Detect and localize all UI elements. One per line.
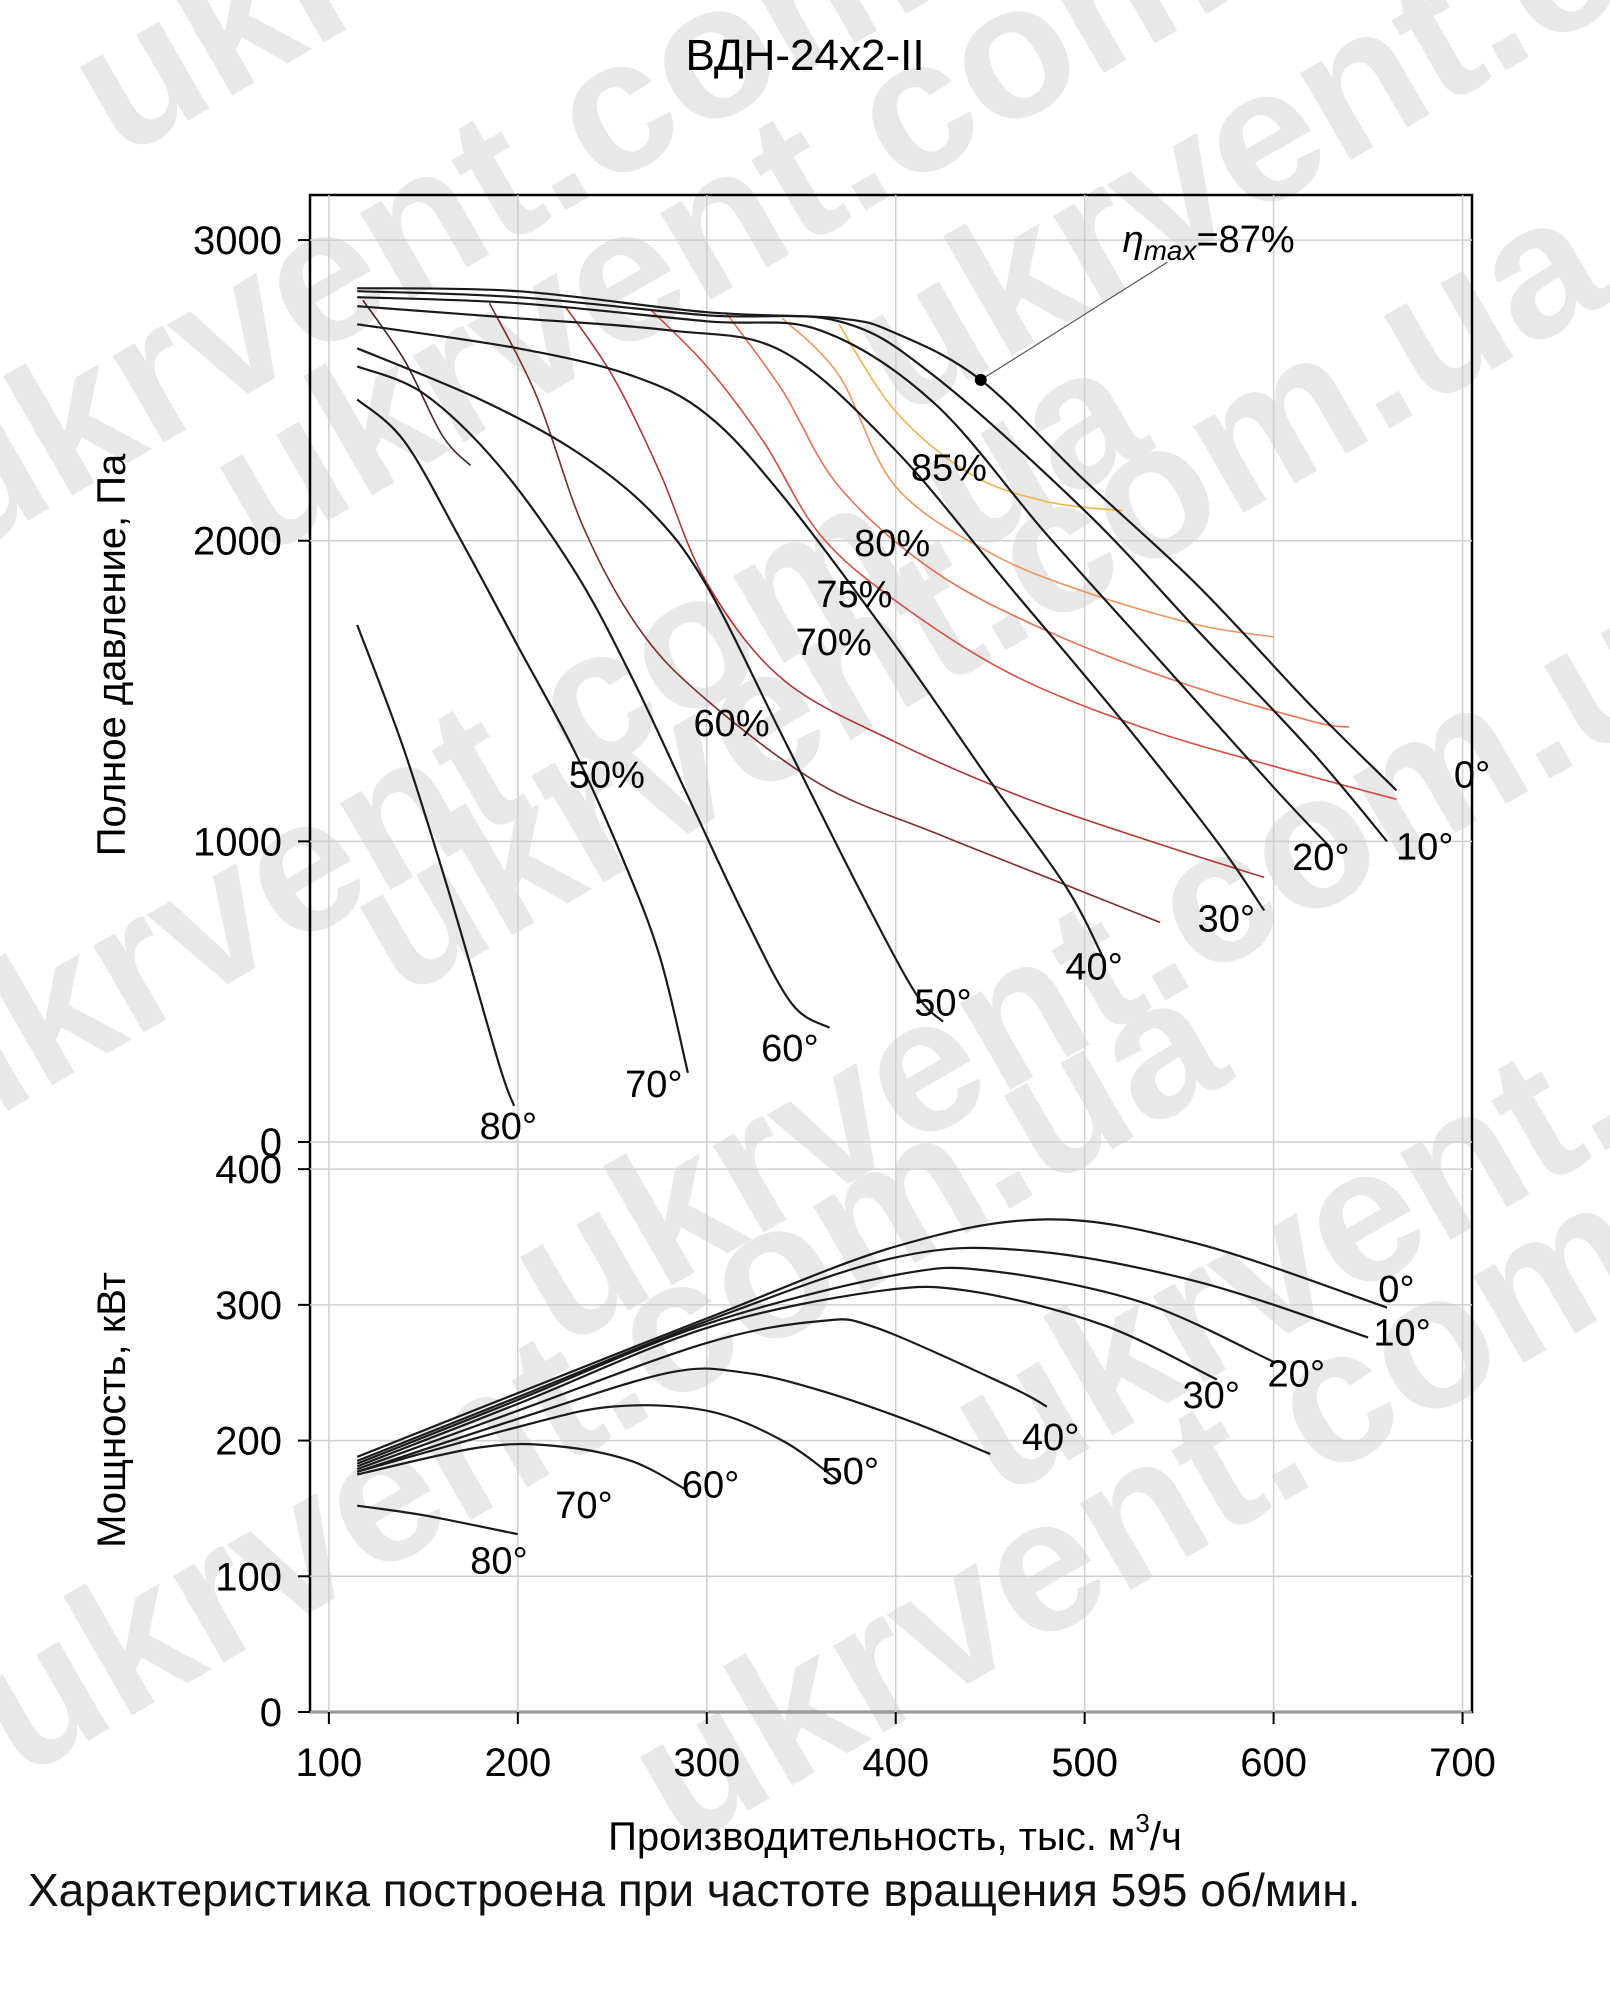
pressure-curve (357, 287, 1398, 792)
power-curve-label: 10° (1373, 1313, 1430, 1355)
pressure-curve (356, 398, 689, 1074)
efficiency-label: 70% (796, 622, 872, 664)
power-curve (356, 1442, 689, 1492)
tick-labels: 100 200 300 400 500 600 700 0 1000 2000 3000 0 100 20… (193, 219, 1496, 1785)
pressure-curve (356, 365, 831, 1029)
pressure-curve (356, 624, 516, 1107)
efficiency-curve (564, 305, 1265, 879)
power-curve-label: 30° (1183, 1375, 1240, 1417)
x-tick-label: 300 (673, 1741, 740, 1785)
power-curve (356, 1246, 1369, 1462)
grid-layer (310, 195, 1472, 1713)
x-tick-label: 400 (862, 1741, 929, 1785)
power-curve (356, 1318, 1048, 1471)
pressure-curve (357, 305, 1266, 912)
chart-title: ВДН-24х2-II (685, 31, 924, 80)
x-tick-label: 500 (1051, 1741, 1118, 1785)
watermark-layer: ukrvent.com.uaukrvent.com.uaukrvent.com.… (0, 0, 1610, 1886)
pressure-curve-label: 70° (625, 1064, 682, 1106)
curve-labels: 85%80%75%70%60%50% 0°10°20°30°40°50°60°70… (470, 448, 1490, 1583)
eta-symbol: η (1122, 219, 1143, 261)
efficiency-curve (362, 299, 472, 467)
efficiency-curve (838, 323, 1123, 512)
pressure-curve-label: 80° (480, 1106, 537, 1148)
y-tick-label-power: 100 (215, 1555, 282, 1599)
chart-caption: Характеристика построена при частоте вра… (28, 1864, 1361, 1916)
y-tick-label-power: 200 (215, 1420, 282, 1464)
pressure-curve-label: 50° (914, 983, 971, 1025)
x-tick-label: 700 (1429, 1741, 1496, 1785)
power-curve-label: 50° (822, 1451, 879, 1493)
x-tick-label: 100 (296, 1741, 363, 1785)
pressure-curve-label: 40° (1065, 947, 1122, 989)
efficiency-label: 80% (854, 523, 930, 565)
y-tick-label-pressure: 1000 (193, 820, 282, 864)
pressure-curves (356, 287, 1398, 1107)
pressure-curve-label: 20° (1292, 837, 1349, 879)
power-curve (356, 1367, 991, 1473)
eta-max-leader-line (980, 261, 1168, 381)
power-curve (356, 1218, 1388, 1458)
efficiency-label: 60% (694, 703, 770, 745)
power-curve-label: 60° (682, 1465, 739, 1507)
pressure-curve (356, 347, 944, 1023)
power-curve-label: 0° (1378, 1269, 1414, 1311)
x-tick-label: 600 (1240, 1741, 1307, 1785)
y-tick-label-power: 400 (215, 1148, 282, 1192)
x-axis-label-tail: /ч (1150, 1815, 1182, 1859)
pressure-curve-label: 60° (761, 1028, 818, 1070)
eta-max-point (974, 373, 987, 386)
power-curve-label: 80° (470, 1541, 527, 1583)
power-curve (356, 1285, 1218, 1468)
y-tick-label-pressure: 3000 (193, 219, 282, 263)
efficiency-curve (488, 302, 1161, 924)
efficiency-label: 75% (816, 574, 892, 616)
pressure-curve (357, 296, 1332, 849)
power-curve (356, 1266, 1275, 1465)
pressure-curve-label: 30° (1198, 899, 1255, 941)
efficiency-label: 50% (569, 754, 645, 796)
x-axis-label-superscript: 3 (1135, 1808, 1149, 1838)
y-tick-label-power: 0 (260, 1691, 282, 1735)
pressure-curve-label: 10° (1396, 826, 1453, 868)
x-axis-label-main: Производительность, тыс. м (608, 1815, 1135, 1859)
eta-subscript: max (1144, 235, 1198, 266)
eta-max-annotation: ηmax=87% (1122, 219, 1294, 266)
pressure-curve (357, 323, 1105, 960)
efficiency-label: 85% (911, 448, 987, 490)
y-tick-label-pressure: 0 (260, 1121, 282, 1165)
power-curve-label: 70° (555, 1485, 612, 1527)
power-curve (356, 1404, 840, 1483)
y-axis-label-power: Мощность, кВт (90, 1272, 134, 1548)
eta-value: =87% (1196, 219, 1294, 261)
x-axis-label: Производительность, тыс. м3/ч (608, 1808, 1182, 1859)
y-tick-label-power: 300 (215, 1284, 282, 1328)
power-curve-label: 40° (1022, 1417, 1079, 1459)
pressure-curve-label: 0° (1454, 754, 1490, 796)
power-curves (356, 1218, 1388, 1536)
y-axis-label-pressure: Полное давление, Па (90, 453, 134, 856)
y-tick-label-pressure: 2000 (193, 520, 282, 564)
pressure-curve (357, 290, 1388, 843)
x-tick-label: 200 (484, 1741, 551, 1785)
power-curve-label: 20° (1268, 1353, 1325, 1395)
power-curve (357, 1504, 519, 1536)
